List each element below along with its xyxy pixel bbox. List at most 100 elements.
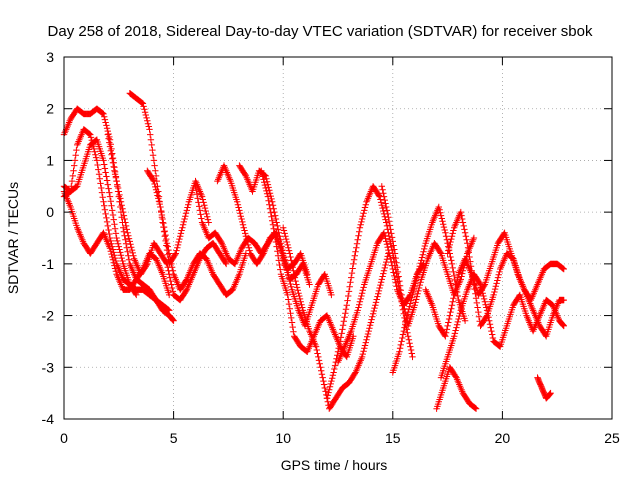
data-point [313, 346, 320, 354]
data-point [284, 269, 291, 276]
data-point [170, 317, 177, 324]
data-point [415, 284, 423, 292]
data-point [421, 242, 429, 250]
series-arc-17 [422, 229, 567, 340]
data-point [342, 310, 349, 317]
data-point [146, 126, 153, 133]
data-point [109, 256, 117, 263]
data-point [196, 207, 204, 214]
data-point [145, 123, 152, 130]
data-point [281, 257, 288, 264]
data-point [327, 380, 334, 388]
data-point [457, 208, 464, 216]
data-point [280, 224, 287, 231]
data-point [413, 296, 420, 303]
data-point [280, 227, 288, 234]
data-point [148, 141, 155, 149]
data-point [342, 306, 350, 313]
data-point [283, 238, 291, 246]
data-point [392, 254, 399, 262]
data-point [261, 179, 268, 186]
data-point [447, 253, 454, 261]
data-point [508, 254, 516, 261]
data-point [356, 301, 363, 308]
data-point [356, 224, 364, 231]
series-arc-7 [144, 167, 250, 299]
data-point [159, 215, 166, 223]
data-point [111, 265, 119, 272]
data-point [289, 264, 296, 271]
data-point [182, 210, 190, 217]
data-point [482, 301, 489, 308]
data-point [471, 404, 478, 411]
data-point [103, 214, 110, 222]
data-point [396, 345, 404, 352]
data-point [125, 235, 133, 242]
data-point [359, 213, 366, 220]
data-point [150, 157, 158, 164]
data-point [285, 272, 292, 279]
data-point [263, 178, 271, 185]
data-point [106, 143, 114, 150]
data-point [472, 295, 480, 302]
data-point [152, 167, 159, 174]
data-point [351, 252, 358, 259]
data-point [193, 187, 200, 194]
data-point [470, 281, 478, 288]
data-point [244, 238, 251, 246]
data-point [396, 277, 403, 285]
data-point [462, 233, 470, 240]
data-point [201, 204, 209, 212]
data-point [375, 290, 382, 297]
data-point [461, 229, 469, 236]
data-point [470, 234, 478, 242]
data-point [94, 161, 101, 169]
data-point [359, 350, 366, 358]
data-point [184, 204, 191, 211]
data-point [353, 244, 360, 251]
data-point [361, 207, 368, 214]
data-point [203, 210, 210, 218]
data-point [158, 211, 166, 219]
data-point [374, 293, 381, 300]
data-point [263, 187, 270, 195]
data-point [472, 405, 480, 412]
data-point [469, 272, 476, 279]
data-point [384, 244, 391, 251]
data-point [71, 157, 79, 164]
data-point [384, 210, 391, 218]
data-point [151, 180, 158, 188]
data-point [388, 262, 396, 269]
data-point [124, 248, 131, 255]
data-point [297, 298, 304, 305]
data-point [478, 287, 486, 294]
data-point [395, 273, 402, 280]
data-point [107, 198, 114, 205]
data-point [410, 288, 417, 296]
data-point [393, 259, 400, 266]
data-point [241, 227, 248, 234]
data-point [445, 247, 452, 254]
data-point [111, 225, 119, 232]
data-point [402, 317, 410, 324]
data-point [461, 317, 469, 324]
data-point [318, 371, 326, 378]
data-point [414, 290, 421, 297]
data-point [114, 184, 122, 192]
data-point [93, 157, 101, 164]
data-point [294, 287, 301, 294]
data-point [178, 227, 185, 234]
data-point [377, 196, 384, 203]
data-point [388, 230, 395, 237]
data-point [280, 250, 287, 257]
data-point [496, 268, 503, 276]
data-point [260, 176, 267, 183]
data-point [445, 244, 453, 251]
data-point [115, 243, 122, 250]
data-point [398, 338, 405, 345]
data-point [117, 198, 125, 205]
data-point [243, 235, 250, 243]
data-point [144, 117, 151, 124]
data-point [411, 302, 418, 309]
data-point [443, 326, 451, 333]
